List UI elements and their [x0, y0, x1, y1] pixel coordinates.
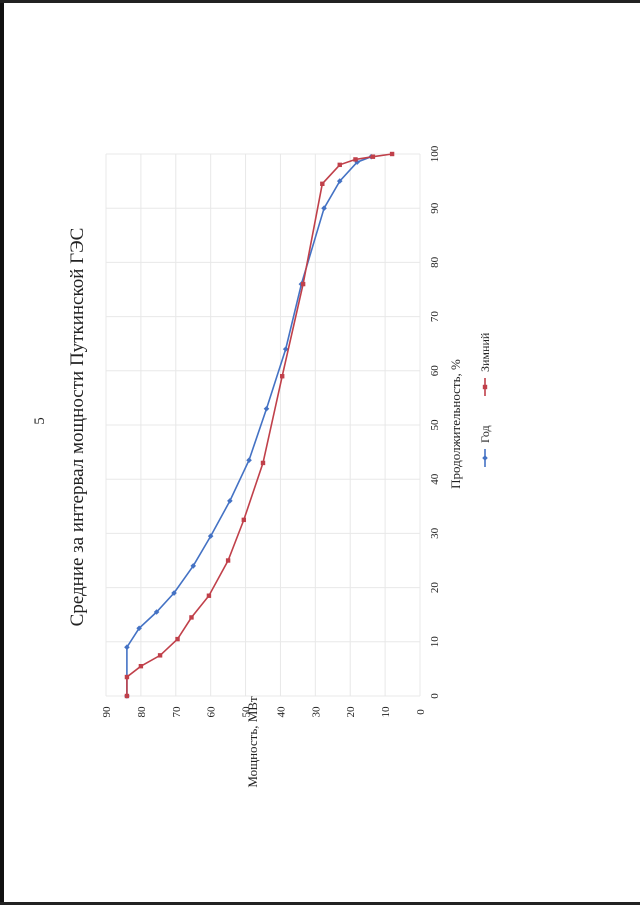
x-tick-label: 10	[429, 636, 441, 648]
scan-edge-bottom	[0, 902, 640, 905]
data-point	[354, 159, 360, 165]
x-tick-label: 100	[429, 145, 441, 162]
x-tick-label: 90	[429, 202, 441, 214]
data-point	[389, 151, 395, 157]
data-point	[171, 590, 177, 596]
legend: Год Зимний	[478, 332, 492, 467]
legend-label: Год	[478, 425, 492, 443]
data-point	[138, 663, 144, 669]
data-point	[190, 563, 197, 569]
legend-swatch-marker	[482, 455, 488, 461]
series-line	[126, 155, 372, 696]
data-point	[260, 460, 266, 466]
data-point	[157, 653, 163, 658]
grid-layer	[105, 153, 421, 697]
data-point	[225, 558, 231, 563]
data-point	[300, 281, 306, 287]
y-tick-label: 60	[206, 706, 218, 718]
data-point	[282, 346, 289, 352]
y-axis-label: Мощность, МВт	[245, 696, 260, 788]
data-point	[353, 157, 358, 162]
data-point	[124, 644, 130, 651]
x-tick-label: 60	[429, 365, 441, 377]
x-tick-label: 80	[429, 256, 441, 268]
y-tick-label: 0	[415, 709, 427, 715]
data-point	[124, 693, 130, 699]
y-tick-label: 20	[345, 706, 357, 718]
x-tick-label: 50	[429, 419, 441, 431]
scan-edge-top	[0, 0, 640, 3]
legend-swatch-marker	[482, 384, 488, 390]
chart-title: Средние за интервал мощности Путкинской …	[67, 228, 88, 627]
page-number: 5	[32, 417, 48, 425]
data-point	[320, 181, 325, 187]
x-tick-label: 30	[429, 527, 441, 539]
data-point	[189, 615, 194, 620]
y-tick-label: 90	[101, 706, 113, 718]
data-point	[337, 162, 342, 168]
data-point	[263, 405, 270, 412]
ticks-layer: 0 10 20 30 40 50 60 70 80 90 0 10 20 30 40 50 60 70 80 90 10…	[101, 145, 441, 717]
data-point	[227, 498, 233, 504]
data-point	[207, 533, 214, 539]
y-tick-label: 70	[171, 706, 183, 718]
y-tick-label: 50	[241, 706, 253, 718]
y-tick-label: 80	[136, 706, 148, 718]
data-point	[336, 178, 343, 184]
data-point	[370, 154, 376, 159]
data-point	[175, 636, 180, 642]
data-point	[206, 593, 212, 598]
data-point	[241, 517, 247, 523]
series-layer	[124, 151, 395, 699]
data-point	[279, 374, 285, 379]
x-tick-label: 0	[429, 693, 441, 699]
x-tick-label: 20	[429, 582, 441, 594]
y-tick-label: 40	[275, 706, 287, 718]
data-point	[246, 457, 252, 464]
data-point	[136, 625, 142, 632]
data-point	[153, 609, 160, 615]
data-point	[321, 205, 327, 211]
data-point	[124, 674, 130, 680]
x-axis-label: Продолжительность, %	[448, 359, 463, 489]
y-tick-label: 30	[310, 706, 322, 718]
x-tick-label: 70	[429, 311, 441, 323]
legend-label: Зимний	[478, 332, 492, 372]
scan-edge-left	[0, 0, 4, 905]
y-tick-label: 10	[380, 706, 392, 718]
x-tick-label: 40	[429, 473, 441, 485]
